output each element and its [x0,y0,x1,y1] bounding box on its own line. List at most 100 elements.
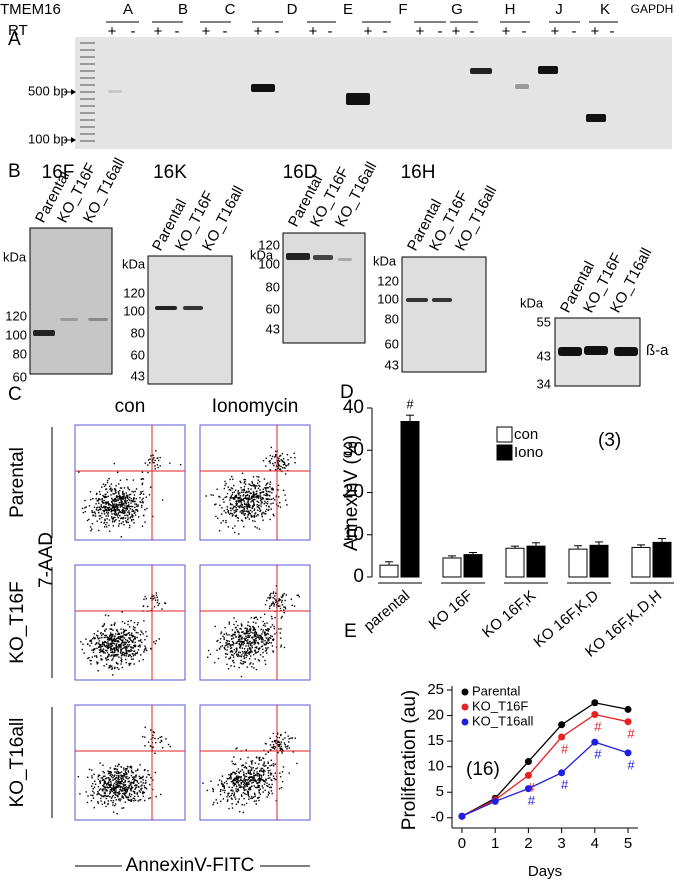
flow-event [121,641,124,644]
flow-event [247,781,250,784]
flow-event [157,466,159,469]
flow-event [117,513,119,516]
flow-event [263,613,266,616]
flow-event [235,783,237,785]
flow-event [248,483,250,485]
flow-event [91,785,93,787]
flow-event [101,497,103,500]
bar [652,541,672,578]
flow-event [105,524,107,526]
flow-event [247,772,249,774]
flow-event [104,630,106,632]
flow-event [236,503,238,506]
flow-event [134,784,136,787]
flow-event [249,663,251,665]
flow-event [237,782,240,784]
flow-event [273,739,276,742]
flow-event [266,498,269,500]
x-tick-label: 4 [591,835,599,852]
flow-event [120,639,123,641]
flow-event [259,634,261,637]
flow-event [275,584,278,587]
flow-event [110,628,112,630]
flow-event [127,623,129,626]
flow-event [108,506,111,508]
flow-event [225,642,227,644]
flow-event [248,518,251,520]
flow-event [121,497,124,500]
flow-event [247,636,250,638]
flow-event [124,641,126,643]
flow-event [156,457,159,459]
flow-event [130,658,133,660]
flow-event [243,633,245,635]
flow-event [114,768,117,770]
flow-event [250,648,252,650]
flow-event [232,656,235,658]
flow-event [231,651,234,653]
flow-event [231,493,234,496]
flow-event [108,771,110,773]
flow-event [272,639,274,641]
flow-event [249,626,252,628]
flow-event [116,794,119,796]
flow-event [230,773,232,775]
flow-event [237,788,239,791]
flow-event [248,788,250,791]
flow-event [263,769,265,771]
flow-event [287,745,289,747]
flow-event [103,511,105,513]
flow-event [129,508,132,510]
flow-event [152,595,154,598]
flow-event [274,746,277,748]
flow-event [219,641,221,644]
flow-event [110,771,113,774]
ladder-band [80,133,95,135]
flow-event [264,663,267,665]
kda-tick: 43 [131,368,145,383]
flow-event [105,508,107,511]
kda-tick: 60 [385,336,399,351]
flow-event [123,769,125,771]
flow-event [124,647,127,649]
flow-event [254,652,257,654]
flow-event [112,801,114,804]
flow-event [241,625,243,627]
flow-event [228,786,230,788]
flow-event [104,634,106,637]
flow-event [106,655,109,657]
flow-event [108,639,110,641]
flow-event [269,483,271,486]
flow-event [229,497,231,499]
flow-event [122,521,124,523]
flow-event [132,790,135,792]
flow-event [272,513,274,516]
flow-event [107,645,109,647]
flow-event [90,639,93,641]
flow-event [254,650,256,652]
flow-event [155,795,157,798]
flow-event [260,499,262,502]
flow-event [246,631,248,634]
flow-event [106,636,109,638]
flow-event [97,500,99,502]
flow-event [114,774,116,776]
flow-event [284,746,287,748]
flow-event [220,783,223,785]
flow-event [231,803,233,805]
flow-event [243,804,246,806]
flow-event [269,749,272,751]
flow-event [239,776,241,778]
flow-event [212,790,214,793]
flow-event [257,648,260,650]
flow-event [236,778,238,780]
y-tick-label: 10 [343,524,364,545]
flow-event [124,514,126,517]
flow-event [253,503,255,506]
flow-event [250,488,252,490]
flow-event [141,792,144,795]
flow-event [111,502,114,505]
flow-event [147,741,150,743]
flow-event [236,649,238,651]
flow-event [135,779,137,782]
